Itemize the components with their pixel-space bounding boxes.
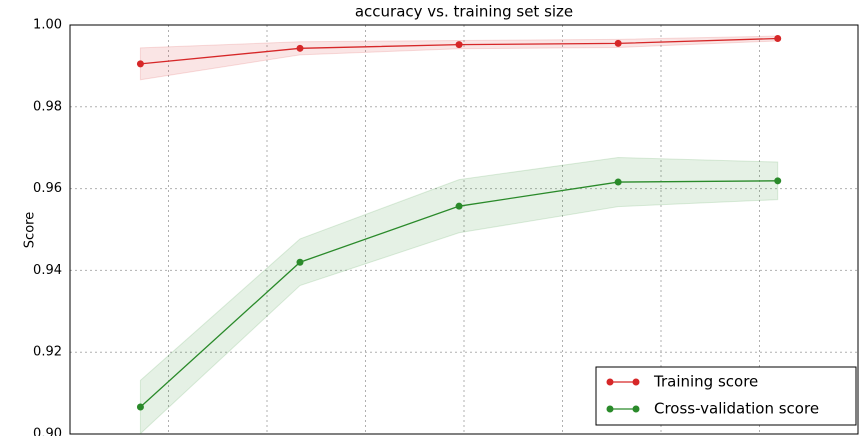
y-tick-label: 1.00 xyxy=(33,18,62,33)
y-tick-label: 0.96 xyxy=(33,181,62,196)
legend-label: Training score xyxy=(653,373,758,391)
y-tick-label: 0.98 xyxy=(33,99,62,114)
point xyxy=(455,41,463,49)
point xyxy=(774,177,782,185)
point xyxy=(614,178,622,186)
legend-marker xyxy=(606,378,614,386)
y-axis-label: Score xyxy=(23,212,38,248)
legend-marker xyxy=(632,378,640,386)
point xyxy=(136,60,144,68)
y-tick-label: 0.90 xyxy=(33,427,62,436)
std-band xyxy=(139,157,779,435)
legend: Training score Cross-validation score xyxy=(595,366,857,426)
legend-box xyxy=(595,366,857,426)
y-tick-label: 0.94 xyxy=(33,263,62,278)
point xyxy=(296,258,304,266)
point xyxy=(136,403,144,411)
legend-marker xyxy=(632,405,640,413)
point xyxy=(455,202,463,210)
point xyxy=(774,34,782,42)
point xyxy=(614,39,622,47)
y-tick-label: 0.92 xyxy=(33,345,62,360)
chart-title: accuracy vs. training set size xyxy=(355,3,573,21)
plot-frame xyxy=(69,24,859,435)
legend-label: Cross-validation score xyxy=(654,400,819,418)
legend-marker xyxy=(606,405,614,413)
point xyxy=(296,44,304,52)
